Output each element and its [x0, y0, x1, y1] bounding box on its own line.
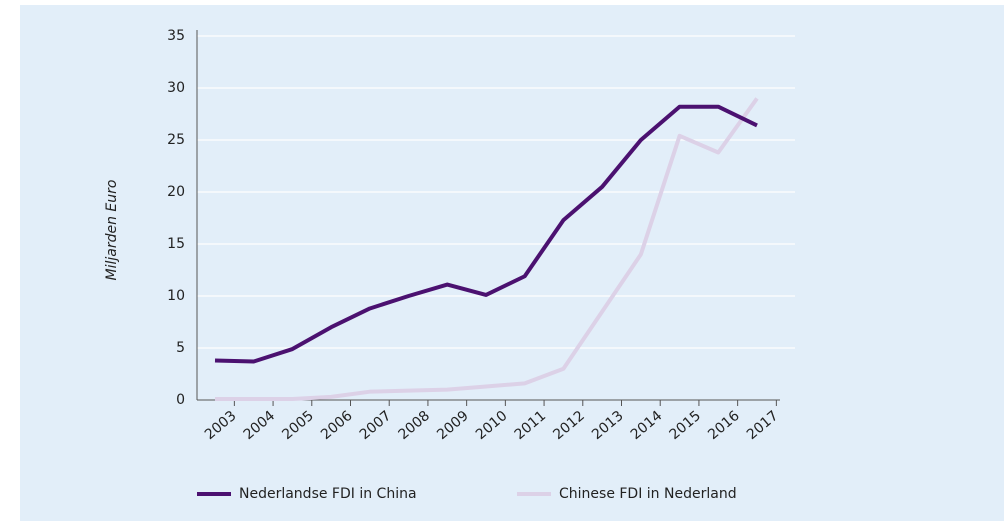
y-tick-label: 5 — [176, 340, 185, 356]
y-tick-label: 10 — [167, 288, 185, 304]
y-tick-label: 35 — [167, 28, 185, 44]
y-tick-label: 20 — [167, 184, 185, 200]
y-tick-label: 25 — [167, 132, 185, 148]
y-axis-title: Miljarden Euro — [104, 180, 120, 281]
data-line — [215, 97, 759, 401]
legend-label: Nederlandse FDI in China — [239, 486, 417, 502]
legend-label: Chinese FDI in Nederland — [559, 486, 737, 502]
y-tick-label: 30 — [167, 80, 185, 96]
data-line — [214, 104, 758, 364]
y-tick-label: 15 — [167, 236, 185, 252]
y-tick-label: 0 — [176, 392, 185, 408]
panel — [20, 5, 1004, 521]
